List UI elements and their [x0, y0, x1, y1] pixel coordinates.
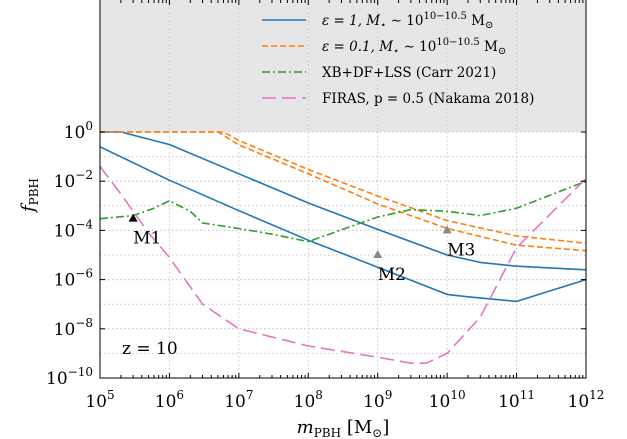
legend-label: XB+DF+LSS (Carr 2021): [322, 65, 496, 81]
y-tick-label: 10−6: [54, 267, 93, 291]
marker-label: M2: [378, 265, 406, 285]
marker-point: [442, 225, 452, 234]
x-axis-label: mPBH [M⊙]: [297, 417, 390, 439]
excluded-region: [100, 0, 586, 132]
y-tick-label: 10−2: [54, 168, 93, 192]
x-tick-label: 1012: [568, 388, 605, 412]
series-line: [99, 146, 587, 303]
tick-labels: 105 106 107 108 109 1010 1011 1012 10−10 10−8 10−6…: [46, 119, 604, 412]
legend: ε = 1, M⋆ ∼ 1010−10.5 M⊙ ε = 0.1, M⋆ ∼ 10…: [262, 11, 534, 107]
series-line: [99, 180, 587, 243]
y-tick-label: 10−10: [46, 365, 93, 389]
plot-frame: [99, 0, 587, 379]
x-tick-label: 109: [363, 388, 392, 412]
ticks: [99, 0, 587, 379]
legend-label: ε = 1, M⋆ ∼ 1010−10.5 M⊙: [322, 11, 493, 31]
y-tick-label: 10−8: [54, 316, 93, 340]
legend-label: ε = 0.1, M⋆ ∼ 1010−10.5 M⊙: [322, 37, 506, 57]
x-tick-label: 108: [294, 388, 323, 412]
marker-point: [128, 213, 138, 222]
marker-label: M3: [447, 240, 475, 260]
legend-label: FIRAS, p = 0.5 (Nakama 2018): [322, 91, 534, 107]
x-tick-label: 106: [155, 388, 184, 412]
marker-label: M1: [133, 229, 161, 249]
x-tick-label: 107: [224, 388, 253, 412]
y-tick-label: 10−4: [54, 217, 94, 241]
series-line: [100, 131, 587, 271]
x-tick-label: 1010: [429, 388, 466, 412]
y-tick-label: 100: [64, 119, 93, 143]
x-tick-label: 105: [85, 388, 114, 412]
series-layer: [99, 131, 587, 364]
x-tick-label: 1011: [498, 388, 535, 412]
marker-layer: M1 M2 M3: [128, 213, 475, 285]
series-line: [100, 131, 587, 252]
series-line: [100, 131, 587, 245]
y-axis-label: fPBH: [18, 178, 41, 214]
series-line: [99, 165, 587, 364]
redshift-annotation: z = 10: [122, 339, 178, 359]
marker-point: [373, 250, 383, 258]
